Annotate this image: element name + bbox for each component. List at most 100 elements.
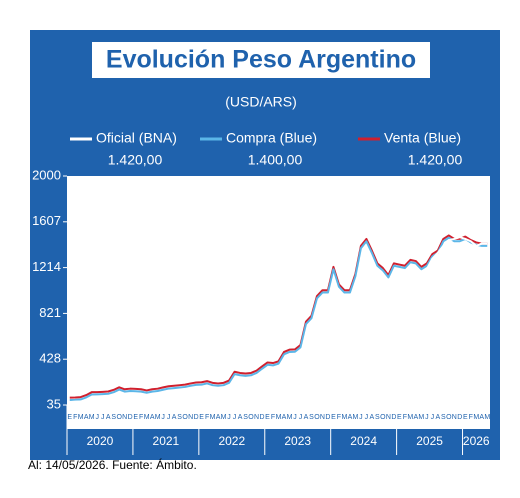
x-tick-label: D xyxy=(457,414,462,421)
x-tick-label: A xyxy=(348,414,353,421)
x-tick-label: A xyxy=(414,414,419,421)
year-label: 2025 xyxy=(416,434,443,448)
x-tick-label: J xyxy=(425,414,429,421)
year-label: 2020 xyxy=(87,434,114,448)
x-tick-label: M xyxy=(287,414,293,421)
x-tick-label: N xyxy=(254,414,259,421)
x-tick-label: M xyxy=(144,414,150,421)
x-tick-label: N xyxy=(122,414,127,421)
x-tick-label: M xyxy=(89,414,95,421)
x-tick-label: F xyxy=(469,414,473,421)
plot-area xyxy=(67,176,490,405)
x-tick-label: A xyxy=(282,414,287,421)
y-tick-label: 1607 xyxy=(32,213,61,228)
legend-label: Compra (Blue) xyxy=(226,130,317,146)
x-tick-label: M xyxy=(484,414,490,421)
x-tick-label: O xyxy=(314,414,320,421)
x-tick-label: M xyxy=(418,414,424,421)
year-label: 2024 xyxy=(350,434,377,448)
x-tick-label: M xyxy=(342,414,348,421)
x-tick-label: F xyxy=(205,414,209,421)
y-tick-label: 428 xyxy=(39,351,61,366)
legend-label: Venta (Blue) xyxy=(384,130,461,146)
x-tick-label: E xyxy=(463,414,468,421)
x-tick-label: E xyxy=(397,414,402,421)
x-tick-label: J xyxy=(365,414,369,421)
x-tick-label: M xyxy=(78,414,84,421)
x-tick-label: M xyxy=(210,414,216,421)
x-tick-label: J xyxy=(299,414,303,421)
x-tick-label: E xyxy=(331,414,336,421)
x-tick-label: O xyxy=(380,414,386,421)
subtitle: (USD/ARS) xyxy=(225,94,297,110)
x-tick-label: J xyxy=(167,414,171,421)
title-box xyxy=(92,42,430,78)
x-tick-label: N xyxy=(452,414,457,421)
x-tick-label: F xyxy=(337,414,341,421)
x-tick-label: N xyxy=(188,414,193,421)
x-tick-label: E xyxy=(133,414,138,421)
x-tick-label: A xyxy=(304,414,309,421)
x-tick-label: M xyxy=(155,414,161,421)
year-label: 2026 xyxy=(463,434,490,448)
x-tick-label: A xyxy=(150,414,155,421)
x-tick-label: D xyxy=(259,414,264,421)
x-tick-label: E xyxy=(199,414,204,421)
y-tick-label: 2000 xyxy=(32,167,61,182)
x-tick-label: A xyxy=(370,414,375,421)
x-tick-label: D xyxy=(391,414,396,421)
series-line xyxy=(69,236,488,404)
series-line xyxy=(69,234,488,399)
x-tick-label: J xyxy=(161,414,165,421)
x-tick-label: A xyxy=(238,414,243,421)
x-tick-label: D xyxy=(325,414,330,421)
year-label: 2021 xyxy=(153,434,180,448)
year-label: 2022 xyxy=(218,434,245,448)
x-tick-label: J xyxy=(95,414,99,421)
x-tick-label: O xyxy=(248,414,254,421)
x-tick-label: S xyxy=(243,414,248,421)
x-tick-label: S xyxy=(177,414,182,421)
series-line xyxy=(69,236,488,401)
x-tick-label: F xyxy=(139,414,143,421)
x-tick-label: N xyxy=(320,414,325,421)
x-tick-label: O xyxy=(116,414,122,421)
footnote: Al: 14/05/2026. Fuente: Ámbito. xyxy=(28,457,197,472)
x-tick-label: J xyxy=(233,414,237,421)
x-tick-label: A xyxy=(84,414,89,421)
x-tick-label: J xyxy=(359,414,363,421)
x-tick-label: M xyxy=(352,414,358,421)
x-tick-label: A xyxy=(479,414,484,421)
x-tick-label: J xyxy=(227,414,231,421)
x-tick-label: F xyxy=(73,414,77,421)
x-tick-label: A xyxy=(216,414,221,421)
x-tick-label: M xyxy=(221,414,227,421)
x-tick-label: E xyxy=(67,414,72,421)
chart-title: Evolución Peso Argentino xyxy=(106,46,416,74)
y-tick-label: 1214 xyxy=(32,259,61,274)
x-tick-label: O xyxy=(446,414,452,421)
x-tick-label: A xyxy=(172,414,177,421)
x-tick-label: A xyxy=(435,414,440,421)
x-tick-label: A xyxy=(106,414,111,421)
x-tick-label: E xyxy=(265,414,270,421)
legend-value: 1.400,00 xyxy=(248,152,303,168)
legend-value: 1.420,00 xyxy=(108,152,163,168)
x-tick-label: J xyxy=(293,414,297,421)
x-tick-label: M xyxy=(473,414,479,421)
x-tick-label: D xyxy=(194,414,199,421)
year-label: 2023 xyxy=(284,434,311,448)
x-tick-label: S xyxy=(441,414,446,421)
x-tick-label: F xyxy=(403,414,407,421)
x-tick-label: S xyxy=(375,414,380,421)
x-tick-label: S xyxy=(111,414,116,421)
x-tick-label: M xyxy=(276,414,282,421)
legend-label: Oficial (BNA) xyxy=(96,130,177,146)
x-tick-label: J xyxy=(101,414,105,421)
x-tick-label: S xyxy=(309,414,314,421)
y-tick-label: 821 xyxy=(39,305,61,320)
x-tick-label: O xyxy=(182,414,188,421)
x-tick-label: N xyxy=(386,414,391,421)
x-tick-label: M xyxy=(407,414,413,421)
